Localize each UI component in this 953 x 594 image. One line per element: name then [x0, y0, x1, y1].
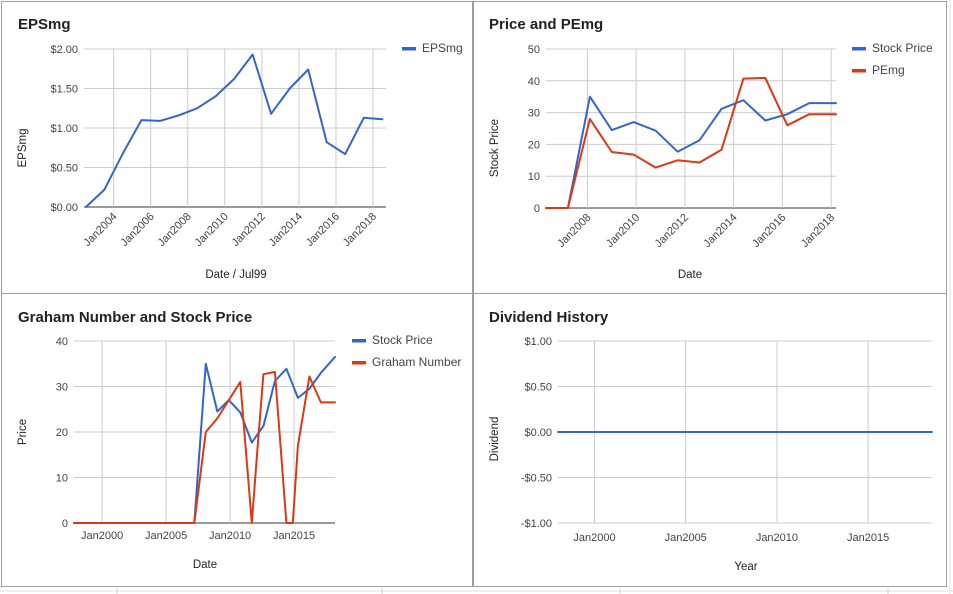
- dividend-y-tick-label: $0.00: [524, 427, 552, 439]
- dividend-x-tick-label: Jan2000: [573, 532, 615, 544]
- graham-x-tick-label: Jan2015: [273, 530, 315, 542]
- graham-y-tick-label: 40: [56, 336, 68, 348]
- eps-x-tick-label: Jan2004: [81, 211, 119, 249]
- dividend-y-axis-label: Dividend: [489, 417, 501, 462]
- price-pe-y-tick-label: 50: [528, 44, 540, 56]
- price-pe-x-axis-label: Date: [678, 269, 702, 281]
- graham-chart-panel: Graham Number and Stock Price 0 10 20 30 40 J…: [1, 293, 473, 587]
- dividend-chart: Dividend History -$1.00 -$0.50 $0.00 $0.50 $…: [489, 309, 933, 573]
- price-pe-legend-swatch: [852, 69, 866, 73]
- price-pe-x-tick-label: Jan2018: [799, 212, 837, 250]
- eps-y-tick-label: $2.00: [50, 44, 78, 56]
- graham-chart: Graham Number and Stock Price 0 10 20 30 40 J…: [17, 309, 461, 571]
- price-pe-x-tick-label: Jan2016: [750, 212, 788, 250]
- price-pe-legend-swatch: [852, 47, 866, 51]
- eps-x-tick-label: Jan2010: [193, 211, 231, 249]
- price-pe-series-line-pemg: [545, 76, 837, 209]
- price-pe-series-line-stock-price: [545, 95, 837, 209]
- graham-y-axis-label: Price: [17, 419, 29, 445]
- eps-series-line-epsmg: [84, 53, 384, 208]
- graham-x-tick-label: Jan2000: [81, 530, 123, 542]
- price-pe-x-tick-label: Jan2008: [555, 212, 593, 250]
- graham-y-tick-label: 30: [56, 382, 68, 394]
- graham-legend-label: Stock Price: [372, 333, 433, 347]
- eps-y-axis-label: EPSmg: [17, 129, 29, 168]
- graham-legend-swatch: [352, 339, 366, 343]
- dividend-x-tick-label: Jan2015: [847, 532, 889, 544]
- price-pe-y-tick-label: 20: [528, 139, 540, 151]
- price-pe-legend-label: PEmg: [872, 63, 905, 77]
- price-pe-chart-title: Price and PEmg: [489, 16, 603, 33]
- eps-y-tick-label: $0.00: [50, 202, 78, 214]
- graham-series-line-stock-price: [73, 355, 336, 524]
- dividend-x-tick-label: Jan2005: [665, 532, 707, 544]
- dividend-chart-panel: Dividend History -$1.00 -$0.50 $0.00 $0.50 $…: [473, 293, 947, 587]
- graham-x-tick-label: Jan2005: [145, 530, 187, 542]
- eps-y-tick-label: $1.50: [50, 84, 78, 96]
- eps-x-tick-label: Jan2006: [118, 211, 156, 249]
- eps-chart-panel: EPSmg $0.00 $0.50 $1.00 $1.50 $2.00 Jan2004 Ja…: [1, 1, 473, 294]
- dividend-x-axis-label: Year: [734, 561, 757, 573]
- dividend-y-tick-label: -$0.50: [521, 473, 552, 485]
- graham-series-line-graham-number: [73, 370, 336, 524]
- price-pe-y-tick-label: 0: [534, 203, 540, 215]
- price-pe-chart-panel: Price and PEmg 0 10 20 30 40 50 Jan2008 Jan2010…: [473, 1, 947, 294]
- graham-y-tick-label: 0: [62, 518, 68, 530]
- eps-x-tick-label: Jan2008: [156, 211, 194, 249]
- price-pe-y-axis-label: Stock Price: [489, 119, 501, 177]
- dividend-chart-title: Dividend History: [489, 309, 609, 326]
- graham-x-axis-label: Date: [193, 559, 217, 571]
- price-pe-x-tick-label: Jan2010: [604, 212, 642, 250]
- graham-y-tick-label: 10: [56, 473, 68, 485]
- price-pe-x-tick-label: Jan2012: [653, 212, 691, 250]
- dividend-y-tick-label: $0.50: [524, 382, 552, 394]
- price-pe-x-tick-label: Jan2014: [701, 212, 739, 250]
- graham-legend-swatch: [352, 361, 366, 365]
- graham-x-tick-label: Jan2010: [209, 530, 251, 542]
- eps-x-axis-label: Date / Jul99: [205, 269, 266, 281]
- price-pe-y-tick-label: 10: [528, 171, 540, 183]
- eps-x-tick-label: Jan2012: [230, 211, 268, 249]
- eps-x-tick-label: Jan2018: [341, 211, 379, 249]
- graham-chart-title: Graham Number and Stock Price: [18, 309, 252, 326]
- eps-chart: EPSmg $0.00$0.50$1.00$1.50$2.00Jan2004Ja…: [17, 16, 463, 281]
- graham-y-tick-label: 20: [56, 427, 68, 439]
- eps-x-tick-label: Jan2014: [267, 211, 305, 249]
- dividend-x-tick-label: Jan2010: [756, 532, 798, 544]
- eps-y-tick-label: $1.00: [50, 123, 78, 135]
- dividend-y-tick-label: -$1.00: [521, 518, 552, 530]
- eps-chart-title: EPSmg: [18, 16, 71, 33]
- graham-legend-label: Graham Number: [372, 355, 461, 369]
- price-pe-legend-label: Stock Price: [872, 41, 933, 55]
- dividend-y-tick-label: $1.00: [524, 336, 552, 348]
- price-pe-y-tick-label: 30: [528, 108, 540, 120]
- price-pe-y-tick-label: 40: [528, 76, 540, 88]
- eps-legend-swatch: [402, 47, 416, 51]
- eps-y-tick-label: $0.50: [50, 163, 78, 175]
- eps-x-tick-label: Jan2016: [304, 211, 342, 249]
- eps-legend-label: EPSmg: [422, 41, 463, 55]
- price-pe-chart: Price and PEmg 0 10 20 30 40 50 Jan2008 Jan2010…: [489, 16, 933, 281]
